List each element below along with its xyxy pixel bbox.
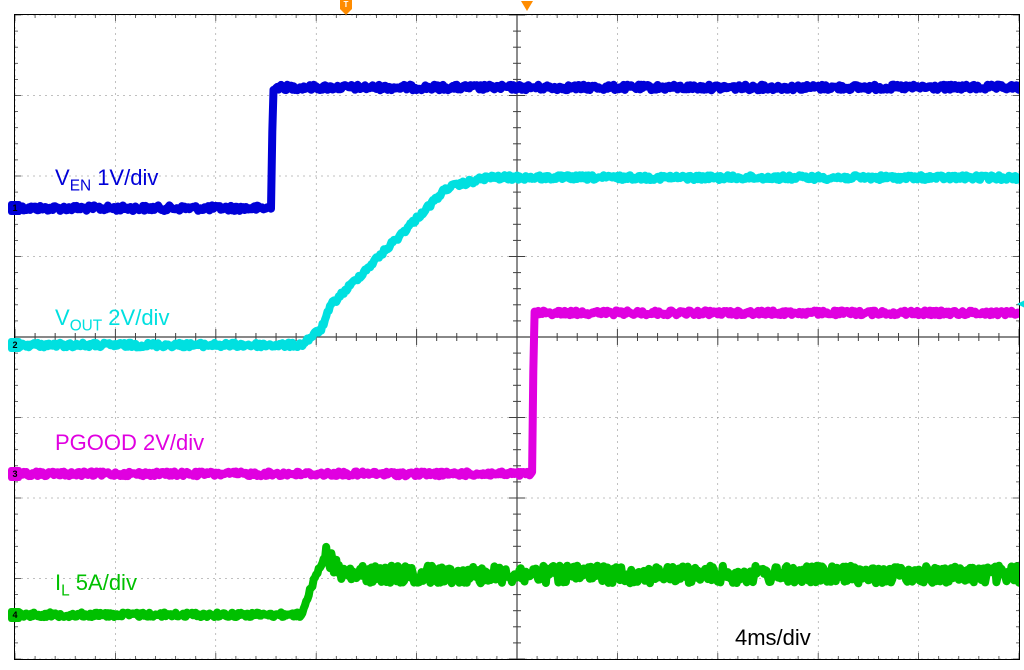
traces	[15, 15, 1019, 659]
svg-text:T: T	[344, 0, 349, 9]
channel-badge-2: 2	[8, 338, 22, 352]
grid	[15, 15, 1019, 659]
label-IL: IL 5A/div	[55, 570, 137, 600]
channel-badge-4: 4	[8, 608, 22, 622]
trace-VEN	[15, 85, 1019, 211]
label-VEN: VEN 1V/div	[55, 165, 158, 195]
timebase-label: 4ms/div	[735, 625, 811, 651]
right-level-marker	[1017, 296, 1024, 314]
plot-area: T1234VEN 1V/divVOUT 2V/divPGOOD 2V/divIL…	[14, 14, 1020, 660]
label-PGOOD: PGOOD 2V/div	[55, 430, 204, 456]
labels: T1234VEN 1V/divVOUT 2V/divPGOOD 2V/divIL…	[15, 15, 1019, 659]
trigger-marker-0: T	[338, 0, 354, 15]
oscilloscope-capture: T 1 2 3 4 VEN 1V/div VOUT 2V/div PGOOD 2V/div IL…	[0, 0, 1024, 670]
trace-VOUT	[15, 175, 1019, 347]
channel-badge-1: 1	[8, 201, 22, 215]
label-VOUT: VOUT 2V/div	[55, 305, 169, 335]
channel-badge-3: 3	[8, 467, 22, 481]
trigger-marker-1	[519, 0, 535, 15]
trace-IL	[15, 547, 1019, 617]
trace-PGOOD	[15, 310, 1019, 476]
